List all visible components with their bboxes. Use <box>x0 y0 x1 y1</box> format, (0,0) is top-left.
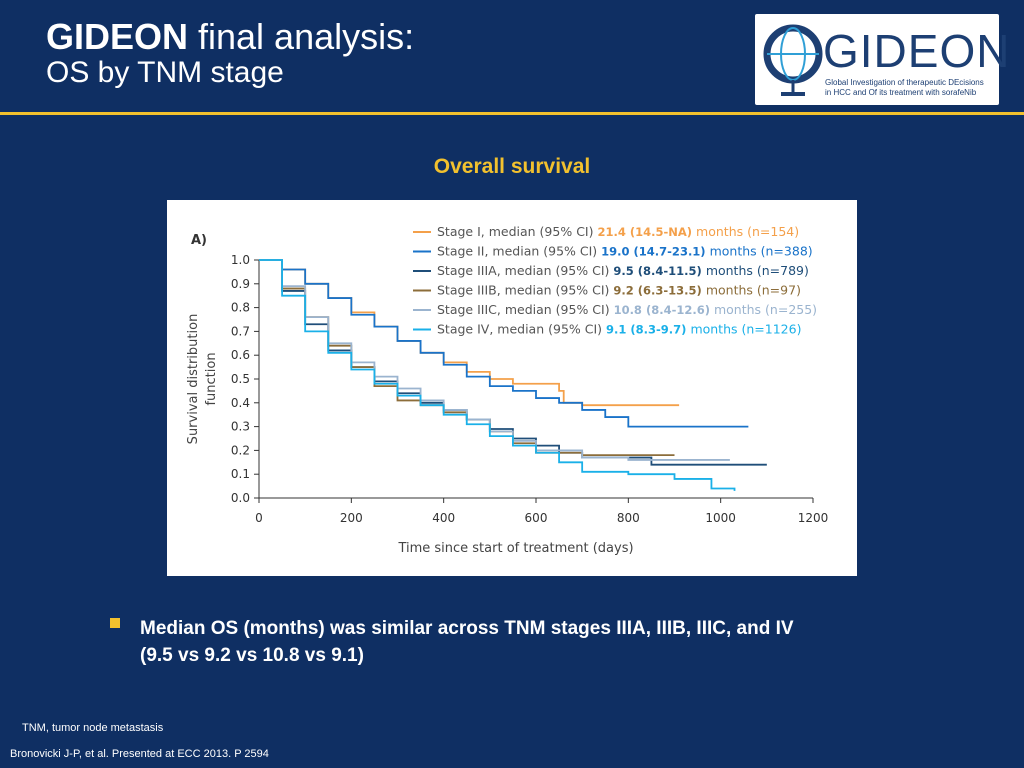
y-tick-label: 0.5 <box>231 372 250 386</box>
legend-median: 9.2 (6.3-13.5) <box>613 284 705 298</box>
legend-n: months (n=1126) <box>690 322 801 337</box>
y-tick-label: 1.0 <box>231 253 250 267</box>
legend-entry: Stage IIIB, median (95% CI) 9.2 (6.3-13.… <box>437 283 801 298</box>
legend-median: 21.4 (14.5-NA) <box>597 225 696 239</box>
title-line: GIDEON final analysis: <box>46 18 414 56</box>
y-tick-label: 0.0 <box>231 491 250 505</box>
y-tick-label: 0.3 <box>231 420 250 434</box>
legend-median: 9.5 (8.4-11.5) <box>613 264 705 278</box>
logo-word: GIDEON <box>823 25 1011 77</box>
legend-entry: Stage II, median (95% CI) 19.0 (14.7-23.… <box>437 244 813 259</box>
legend-series-label: Stage IIIB, median (95% CI) <box>437 283 613 298</box>
gideon-logo: GIDEON Global Investigation of therapeut… <box>755 14 1009 105</box>
panel-label: A) <box>191 233 207 248</box>
logo-tagline-line: in HCC and Of its treatment with sorafeN… <box>825 88 977 97</box>
chart-panel: 0.0 0.1 0.2 0.3 0.4 0.5 0.6 0.7 0.8 0.9 1.0 0 200 400… <box>167 200 857 576</box>
y-axis-label: Survival distribution <box>186 314 201 445</box>
legend-n: months (n=255) <box>714 302 817 317</box>
y-tick-label: 0.1 <box>231 467 250 481</box>
x-tick-label: 200 <box>340 511 363 525</box>
logo-tagline-line: Global Investigation of therapeutic DEci… <box>825 78 984 87</box>
y-tick-label: 0.9 <box>231 277 250 291</box>
survival-curve-stage-iiic <box>259 259 730 461</box>
legend-median: 10.8 (8.4-12.6) <box>614 303 714 317</box>
y-tick-label: 0.6 <box>231 348 250 362</box>
legend-n: months (n=789) <box>706 263 809 278</box>
legend-median: 19.0 (14.7-23.1) <box>601 245 709 259</box>
legend-entry: Stage IIIA, median (95% CI) 9.5 (8.4-11.… <box>437 263 809 278</box>
legend-series-label: Stage IV, median (95% CI) <box>437 322 606 337</box>
bullet-line: (9.5 vs 9.2 vs 10.8 vs 9.1) <box>140 645 364 666</box>
bullet-line: Median OS (months) was similar across TN… <box>140 618 794 639</box>
legend-n: months (n=388) <box>710 244 813 259</box>
y-tick-label: 0.8 <box>231 301 250 315</box>
legend-n: months (n=97) <box>706 283 801 298</box>
bullet-text: Median OS (months) was similar across TN… <box>140 615 940 669</box>
square-bullet-icon <box>110 618 120 628</box>
legend-entry: Stage IIIC, median (95% CI) 10.8 (8.4-12… <box>437 302 817 317</box>
survival-curve-stage-iv <box>259 259 736 491</box>
citation: Bronovicki J-P, et al. Presented at ECC … <box>10 748 269 760</box>
legend-series-label: Stage II, median (95% CI) <box>437 244 601 259</box>
legend-median: 9.1 (8.3-9.7) <box>606 323 690 337</box>
x-axis-label: Time since start of treatment (days) <box>397 541 633 556</box>
globe-icon <box>763 24 823 96</box>
x-tick-label: 400 <box>432 511 455 525</box>
y-tick-label: 0.2 <box>231 443 250 457</box>
title-divider <box>0 112 1024 115</box>
legend-series-label: Stage IIIA, median (95% CI) <box>437 263 613 278</box>
legend-series-label: Stage I, median (95% CI) <box>437 224 597 239</box>
y-axis-label-line2: function <box>204 352 219 405</box>
x-tick-label: 800 <box>617 511 640 525</box>
title-rest: final analysis: <box>188 16 415 57</box>
section-title: Overall survival <box>433 155 591 178</box>
x-tick-label: 1200 <box>798 511 829 525</box>
survival-curve-stage-ii <box>259 259 749 428</box>
subtitle: OS by TNM stage <box>46 56 284 89</box>
y-tick-label: 0.7 <box>231 324 250 338</box>
survival-chart: 0.0 0.1 0.2 0.3 0.4 0.5 0.6 0.7 0.8 0.9 1.0 0 200 400… <box>186 224 829 556</box>
x-tick-label: 1000 <box>705 511 736 525</box>
legend-entry: Stage I, median (95% CI) 21.4 (14.5-NA) … <box>437 224 799 239</box>
page-title: GIDEON final analysis: OS by TNM stage <box>46 18 414 90</box>
x-tick-label: 600 <box>525 511 548 525</box>
title-bold: GIDEON <box>46 16 189 57</box>
logo-tagline: Global Investigation of therapeutic DEci… <box>825 78 995 98</box>
footnote: TNM, tumor node metastasis <box>22 722 164 734</box>
y-tick-label: 0.4 <box>231 396 250 410</box>
legend-entry: Stage IV, median (95% CI) 9.1 (8.3-9.7) … <box>437 322 801 337</box>
x-tick-label: 0 <box>255 511 263 525</box>
legend-n: months (n=154) <box>696 224 799 239</box>
legend-series-label: Stage IIIC, median (95% CI) <box>437 302 614 317</box>
